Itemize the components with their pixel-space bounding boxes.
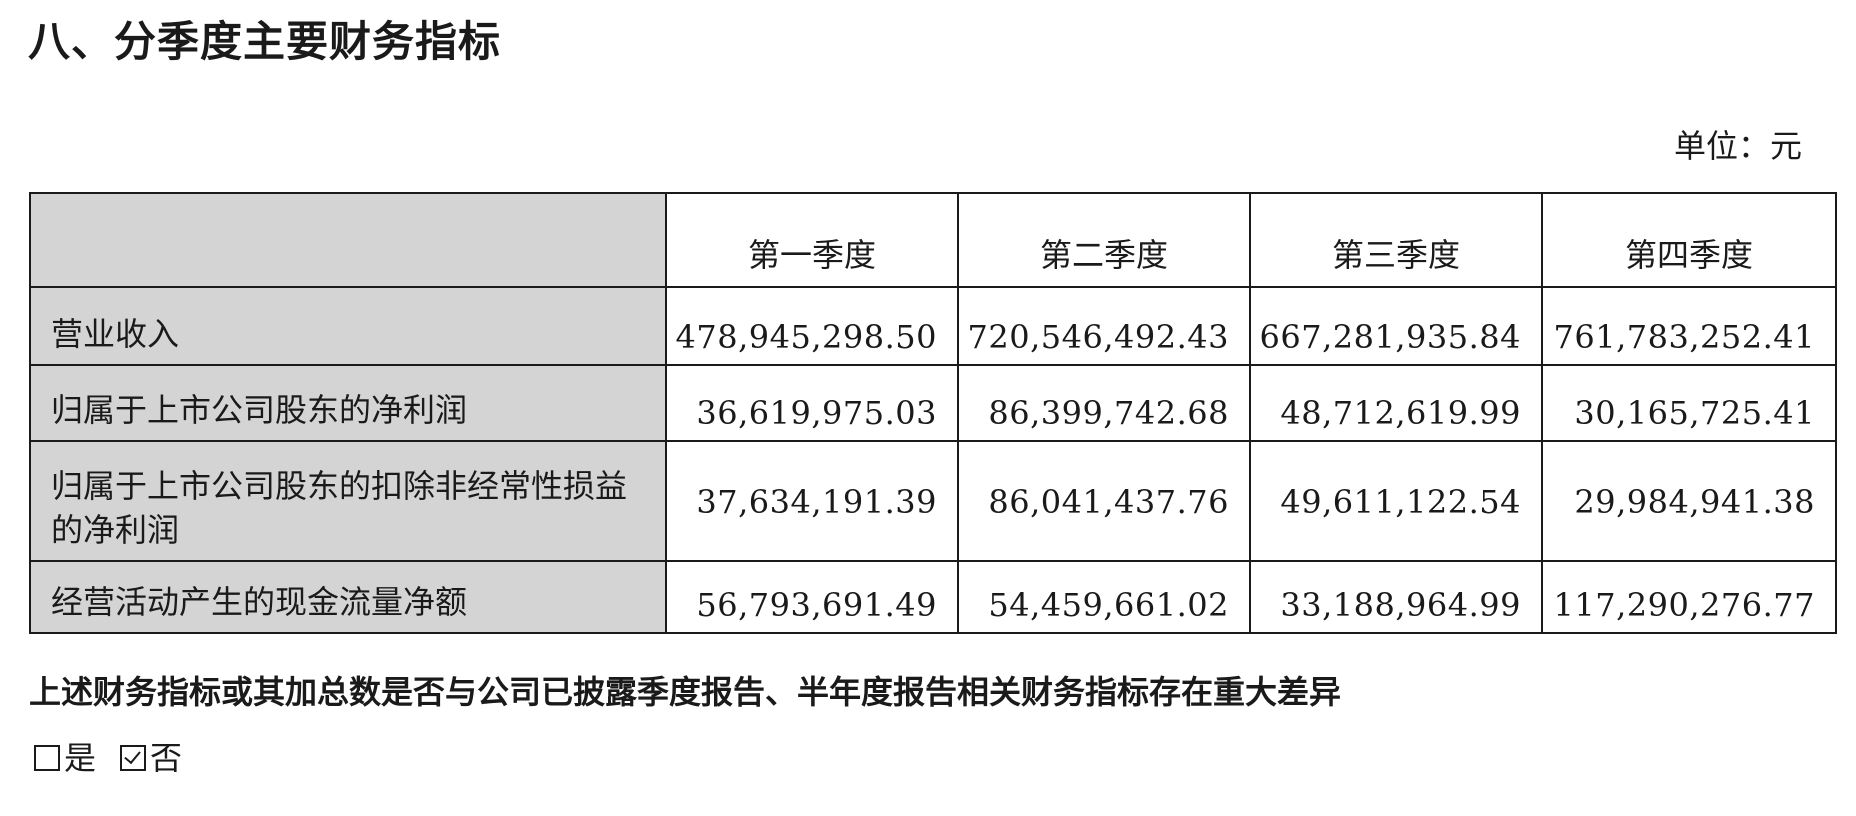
table-row-revenue: 营业收入 478,945,298.50 720,546,492.43 667,2… — [29, 286, 1837, 366]
answer-options: 是 否 — [34, 736, 206, 780]
section-title: 八、分季度主要财务指标 — [28, 17, 502, 66]
option-yes-label: 是 — [64, 739, 97, 777]
table-row-operating-cash-flow: 经营活动产生的现金流量净额 56,793,691.49 54,459,661.0… — [29, 560, 1837, 634]
row-label: 经营活动产生的现金流量净额 — [29, 560, 667, 634]
checkbox-unchecked-icon[interactable] — [34, 745, 60, 771]
checkbox-checked-icon[interactable] — [120, 745, 147, 771]
option-yes[interactable]: 是 — [34, 736, 96, 780]
table-cell: 33,188,964.99 — [1249, 560, 1543, 634]
table-cell: 49,611,122.54 — [1249, 440, 1543, 562]
table-header-row: 第一季度 第二季度 第三季度 第四季度 — [29, 192, 1837, 288]
discrepancy-question: 上述财务指标或其加总数是否与公司已披露季度报告、半年度报告相关财务指标存在重大差… — [29, 673, 1342, 711]
table-cell: 117,290,276.77 — [1541, 560, 1837, 634]
table-cell: 86,041,437.76 — [957, 440, 1251, 562]
row-label: 归属于上市公司股东的扣除非经常性损益的净利润 — [29, 440, 667, 562]
row-label: 营业收入 — [29, 286, 667, 366]
table-cell: 36,619,975.03 — [665, 364, 959, 442]
header-q4: 第四季度 — [1541, 192, 1837, 288]
table-cell: 56,793,691.49 — [665, 560, 959, 634]
header-q2: 第二季度 — [957, 192, 1251, 288]
table-row-net-profit: 归属于上市公司股东的净利润 36,619,975.03 86,399,742.6… — [29, 364, 1837, 442]
table-cell: 761,783,252.41 — [1541, 286, 1837, 366]
table-cell: 720,546,492.43 — [957, 286, 1251, 366]
unit-label: 单位：元 — [1673, 127, 1802, 165]
option-no[interactable]: 否 — [120, 736, 182, 780]
table-cell: 667,281,935.84 — [1249, 286, 1543, 366]
header-corner-cell — [29, 192, 667, 288]
header-q1: 第一季度 — [665, 192, 959, 288]
table-cell: 29,984,941.38 — [1541, 440, 1837, 562]
row-label: 归属于上市公司股东的净利润 — [29, 364, 667, 442]
table-cell: 86,399,742.68 — [957, 364, 1251, 442]
table-cell: 54,459,661.02 — [957, 560, 1251, 634]
table-cell: 478,945,298.50 — [665, 286, 959, 366]
option-no-label: 否 — [150, 739, 183, 777]
header-q3: 第三季度 — [1249, 192, 1543, 288]
table-cell: 30,165,725.41 — [1541, 364, 1837, 442]
table-row-net-profit-deducted: 归属于上市公司股东的扣除非经常性损益的净利润 37,634,191.39 86,… — [29, 440, 1837, 562]
quarterly-financial-table: 第一季度 第二季度 第三季度 第四季度 营业收入 478,945,298.50 … — [29, 192, 1837, 634]
table-cell: 48,712,619.99 — [1249, 364, 1543, 442]
table-cell: 37,634,191.39 — [665, 440, 959, 562]
